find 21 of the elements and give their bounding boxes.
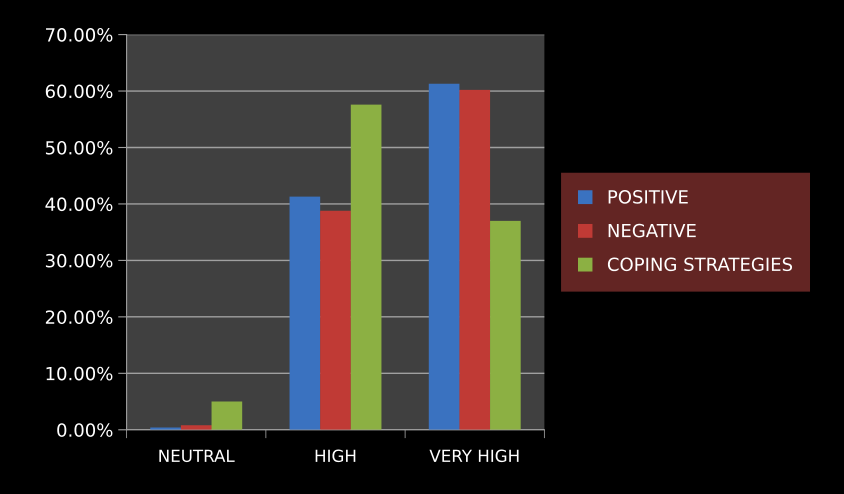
bar bbox=[290, 196, 320, 430]
bar bbox=[459, 90, 490, 430]
bar bbox=[490, 220, 521, 430]
legend-label: COPING STRATEGIES bbox=[608, 257, 792, 272]
x-tick-label: VERY HIGH bbox=[429, 450, 519, 462]
y-tick-label: 10.00% bbox=[46, 366, 112, 380]
y-tick-label: 70.00% bbox=[46, 28, 112, 42]
bar bbox=[350, 104, 382, 430]
bar bbox=[212, 402, 242, 430]
y-tick-label: 20.00% bbox=[46, 310, 112, 324]
y-tick-label: 50.00% bbox=[46, 140, 112, 155]
bar bbox=[320, 210, 351, 430]
y-tick-label: 60.00% bbox=[46, 84, 112, 98]
x-tick-label: NEUTRAL bbox=[159, 450, 235, 462]
y-tick-label: 30.00% bbox=[46, 254, 112, 268]
legend-label: NEGATIVE bbox=[608, 224, 696, 238]
legend-label: POSITIVE bbox=[608, 190, 688, 204]
y-tick-label: 0.00% bbox=[57, 423, 112, 437]
bar bbox=[428, 84, 460, 430]
y-tick-label: 40.00% bbox=[45, 197, 112, 212]
x-tick-label: HIGH bbox=[316, 450, 356, 462]
